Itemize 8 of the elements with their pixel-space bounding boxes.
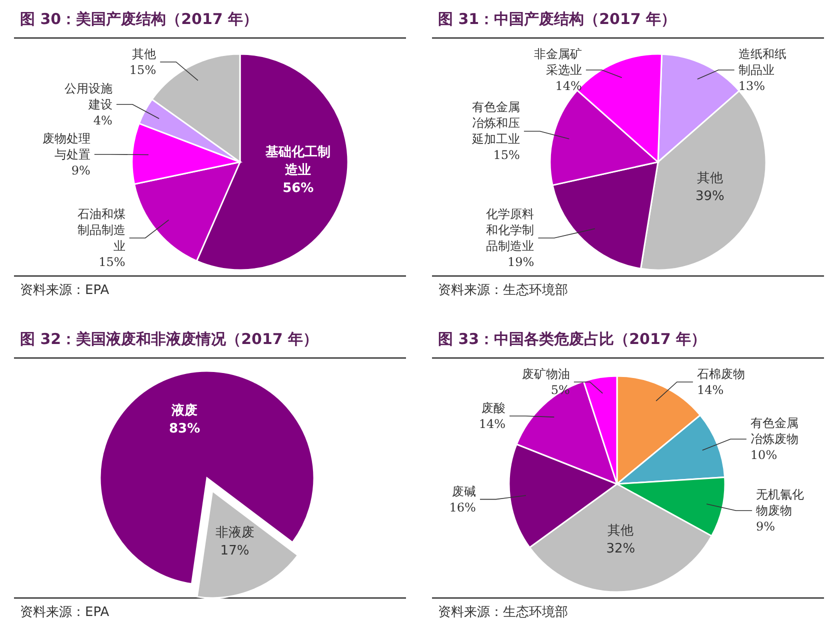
text: 资料来源：EPA xyxy=(20,283,110,298)
chart-title: 图 31：中国产废结构（2017 年） xyxy=(438,10,676,28)
text: 资料来源：生态环境部 xyxy=(438,282,568,298)
text: 资料来源：EPA xyxy=(20,605,110,620)
chart-title: 图 33：中国各类危废占比（2017 年） xyxy=(438,330,706,348)
chart-title: 图 30：美国产废结构（2017 年） xyxy=(20,10,258,28)
text: 资料来源：生态环境部 xyxy=(438,604,568,620)
chart-title: 图 32：美国液废和非液废情况（2017 年） xyxy=(20,330,318,348)
